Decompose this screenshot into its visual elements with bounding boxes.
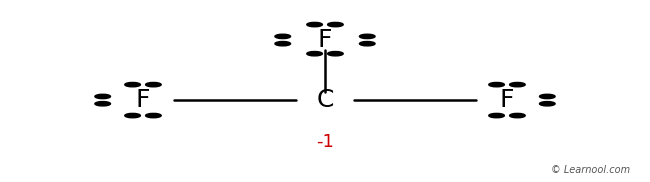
Text: -1: -1 [316, 133, 334, 151]
Circle shape [307, 52, 322, 56]
Circle shape [510, 82, 525, 87]
Circle shape [146, 113, 161, 118]
Circle shape [307, 22, 322, 27]
Circle shape [95, 102, 110, 106]
Circle shape [125, 113, 140, 118]
Circle shape [489, 82, 504, 87]
Circle shape [275, 34, 291, 39]
Circle shape [275, 41, 291, 46]
Circle shape [146, 82, 161, 87]
Circle shape [359, 41, 375, 46]
Text: C: C [317, 88, 333, 112]
Circle shape [489, 113, 504, 118]
Circle shape [328, 22, 343, 27]
Text: © Learnool.com: © Learnool.com [551, 165, 630, 175]
Text: F: F [318, 28, 332, 52]
Circle shape [359, 34, 375, 39]
Circle shape [328, 52, 343, 56]
Circle shape [540, 94, 555, 99]
Circle shape [510, 113, 525, 118]
Circle shape [540, 102, 555, 106]
Text: F: F [136, 88, 150, 112]
Circle shape [95, 94, 110, 99]
Text: F: F [500, 88, 514, 112]
Circle shape [125, 82, 140, 87]
